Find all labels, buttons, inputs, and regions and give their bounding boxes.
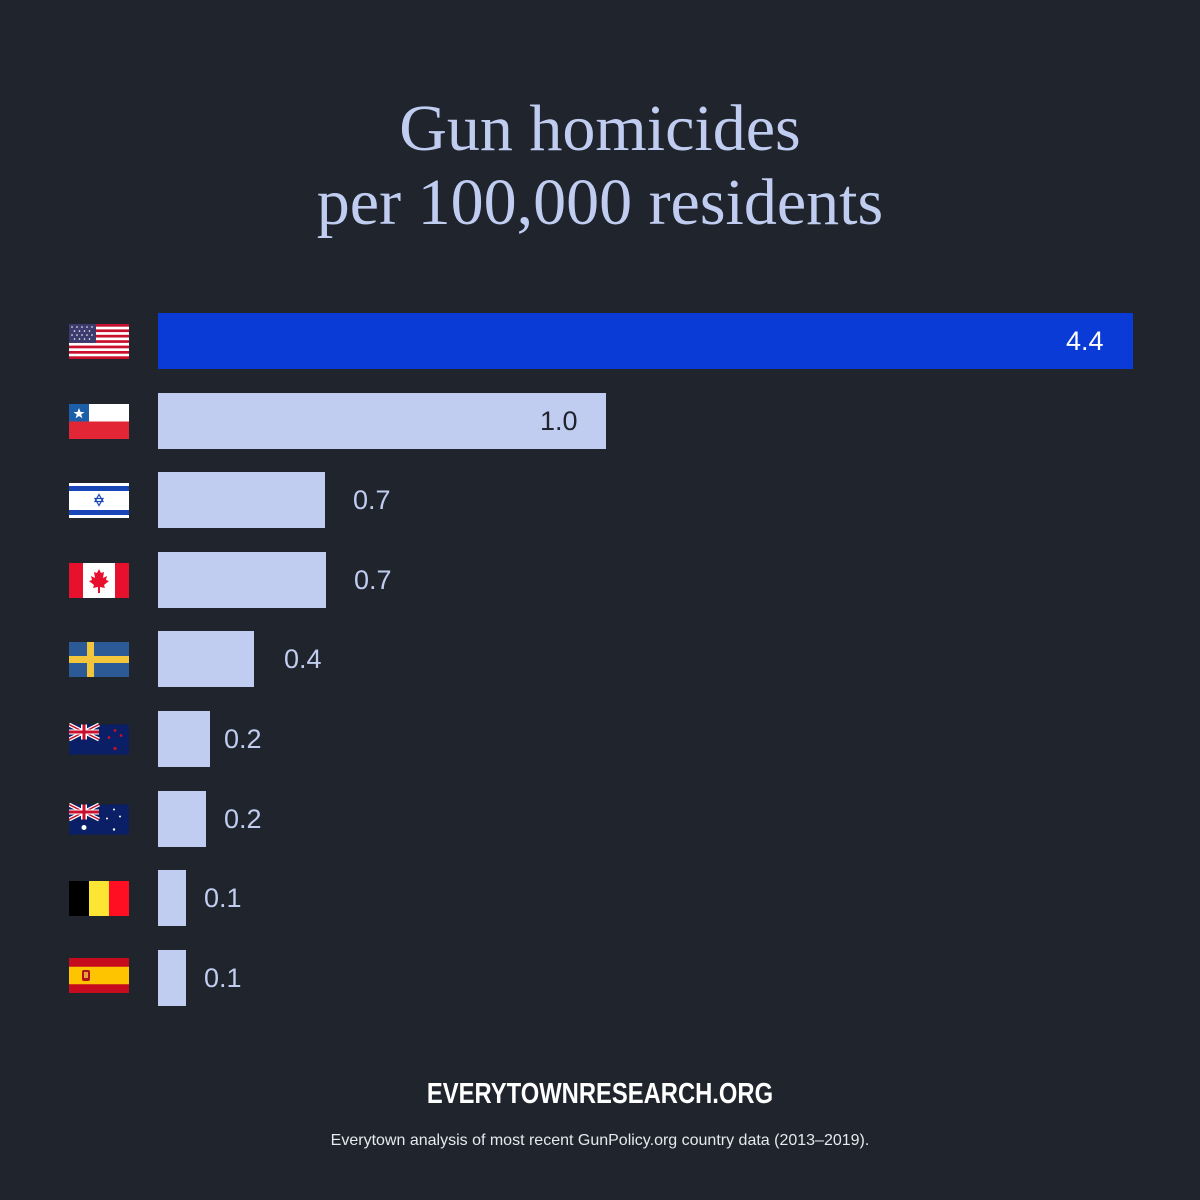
bar-sweden	[158, 631, 254, 687]
belgium-flag-icon	[69, 881, 129, 916]
bar-belgium	[158, 870, 186, 926]
bar-canada	[158, 552, 326, 608]
bar-new-zealand	[158, 711, 210, 767]
value-label-spain: 0.1	[204, 963, 242, 993]
value-label-canada: 0.7	[354, 565, 392, 595]
bar-row-united-states: 4.4	[0, 313, 1200, 371]
bar-spain	[158, 950, 186, 1006]
sweden-flag-icon	[69, 642, 129, 677]
bar-row-chile: 1.0	[0, 393, 1200, 451]
value-label-chile: 1.0	[540, 406, 578, 436]
source-note: Everytown analysis of most recent GunPol…	[330, 1132, 870, 1149]
value-label-new-zealand: 0.2	[224, 724, 262, 754]
australia-flag-icon	[69, 802, 129, 837]
canada-flag-icon	[69, 563, 129, 598]
us-flag-icon	[69, 324, 129, 359]
bar-united-states	[158, 313, 1133, 369]
bar-row-sweden: 0.4	[0, 631, 1200, 689]
chile-flag-icon	[69, 404, 129, 439]
value-label-sweden: 0.4	[284, 644, 322, 674]
value-label-united-states: 4.4	[1066, 326, 1104, 356]
chart-title: Gun homicides per 100,000 residents	[0, 92, 1200, 240]
israel-flag-icon	[69, 483, 129, 518]
spain-flag-icon	[69, 958, 129, 993]
bar-row-new-zealand: 0.2	[0, 711, 1200, 769]
new-zealand-flag-icon	[69, 722, 129, 757]
value-label-australia: 0.2	[224, 804, 262, 834]
bar-row-australia: 0.2	[0, 791, 1200, 849]
bar-australia	[158, 791, 206, 847]
bar-row-israel: 0.7	[0, 472, 1200, 530]
value-label-belgium: 0.1	[204, 883, 242, 913]
chart-title-line-1: Gun homicides	[399, 92, 801, 165]
brand-url: EVERYTOWNRESEARCH.ORG	[426, 1078, 774, 1110]
bar-row-canada: 0.7	[0, 552, 1200, 610]
bar-israel	[158, 472, 325, 528]
bar-row-spain: 0.1	[0, 950, 1200, 1008]
value-label-israel: 0.7	[353, 485, 391, 515]
bar-row-belgium: 0.1	[0, 870, 1200, 928]
chart-title-line-2: per 100,000 residents	[316, 166, 884, 239]
bar-chile	[158, 393, 606, 449]
